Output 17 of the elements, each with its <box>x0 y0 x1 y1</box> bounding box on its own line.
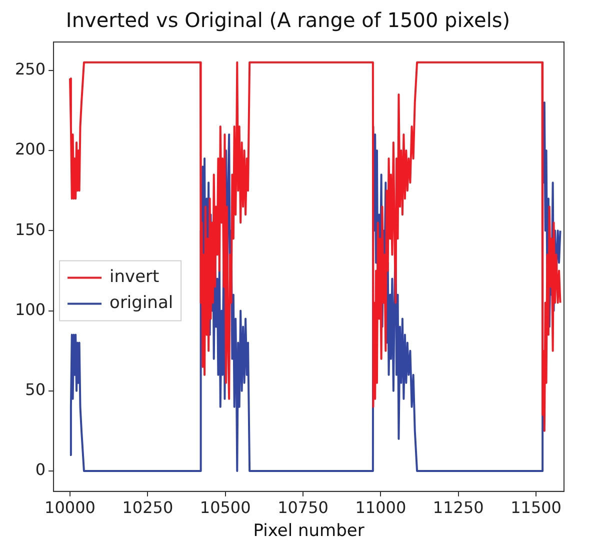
y-tick-label: 100 <box>14 300 46 319</box>
y-tick-label: 200 <box>14 140 46 159</box>
x-tick-label: 10750 <box>278 498 328 518</box>
x-tick-label: 10000 <box>44 498 96 518</box>
chart-title: Inverted vs Original (A range of 1500 pixels) <box>66 8 510 32</box>
y-tick-label: 50 <box>25 380 46 400</box>
x-tick-label: 11500 <box>510 498 562 518</box>
x-tick-label: 11000 <box>355 498 406 518</box>
x-tick-label: 10250 <box>122 498 174 518</box>
legend-label: original <box>110 293 174 314</box>
legend-label: invert <box>110 267 160 288</box>
x-tick-label: 10500 <box>200 498 251 518</box>
y-tick-label: 0 <box>35 460 46 480</box>
y-tick-label: 150 <box>14 220 46 239</box>
y-tick-label: 250 <box>14 60 46 79</box>
x-axis-title: Pixel number <box>253 521 364 542</box>
x-tick-label: 11250 <box>432 498 484 518</box>
